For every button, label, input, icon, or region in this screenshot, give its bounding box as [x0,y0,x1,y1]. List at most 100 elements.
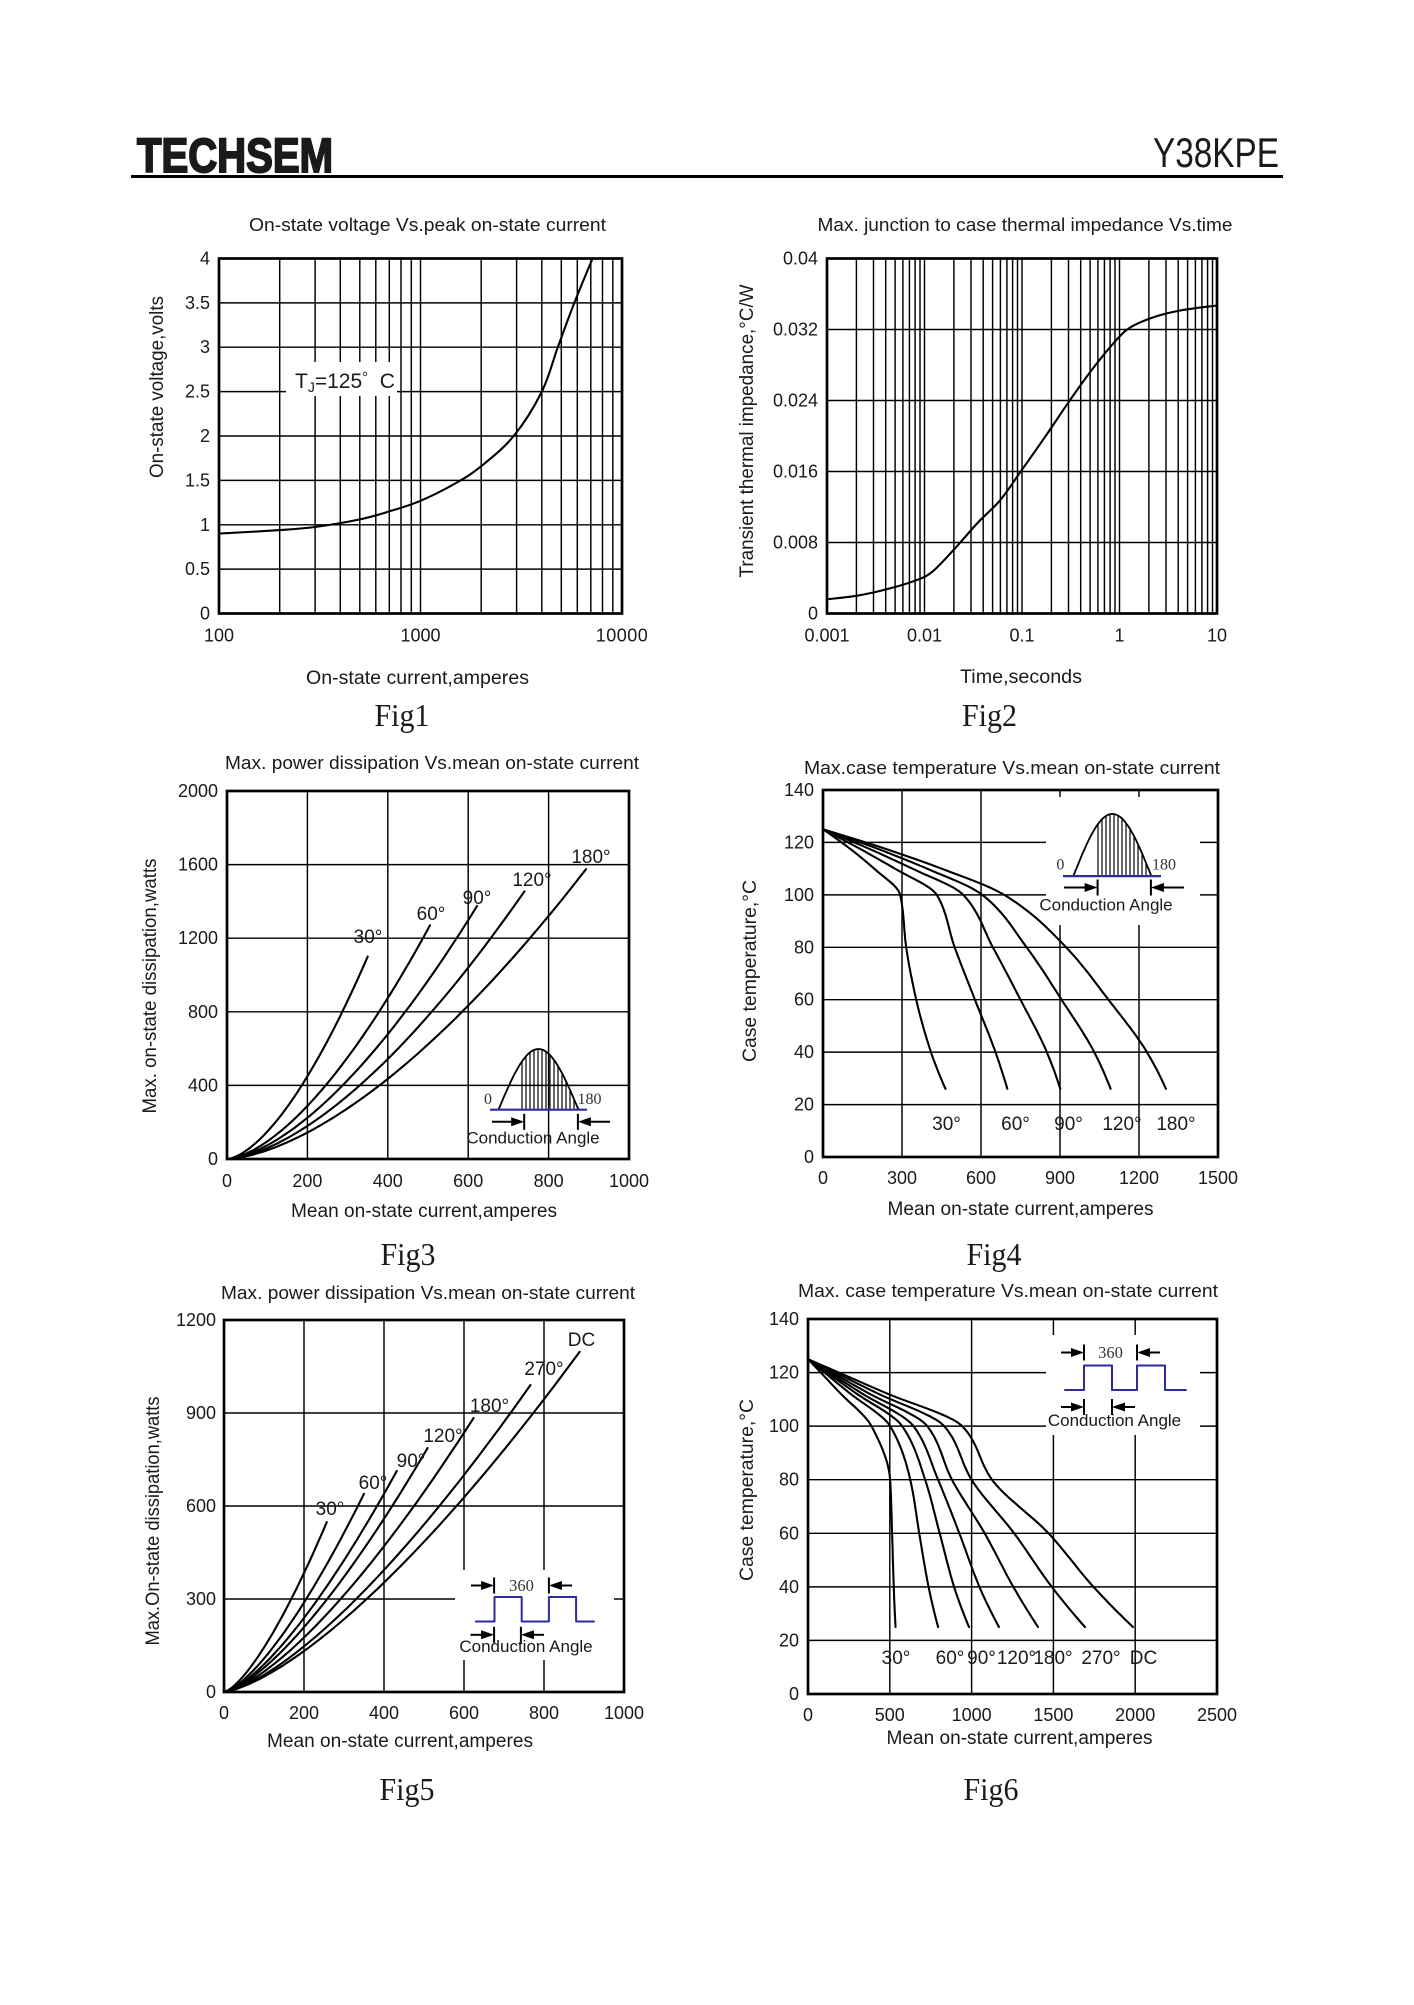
svg-text:60: 60 [779,1523,799,1543]
svg-text:Mean on-state current,amperes: Mean on-state current,amperes [888,1199,1154,1220]
svg-text:0.001: 0.001 [804,626,849,646]
svg-text:Conduction Angle: Conduction Angle [459,1637,592,1656]
svg-text:1500: 1500 [1033,1705,1073,1725]
svg-text:1000: 1000 [400,626,440,646]
svg-text:0: 0 [206,1682,216,1702]
svg-text:200: 200 [289,1703,319,1723]
svg-text:90°: 90° [1054,1114,1083,1135]
svg-text:Conduction Angle: Conduction Angle [1039,896,1172,915]
svg-text:0: 0 [804,1147,814,1167]
svg-text:800: 800 [534,1171,564,1191]
svg-text:0: 0 [1056,857,1064,874]
svg-text:0: 0 [818,1168,828,1188]
svg-text:60: 60 [794,990,814,1010]
svg-text:600: 600 [186,1496,216,1516]
svg-text:140: 140 [769,1309,799,1329]
svg-text:180°: 180° [1033,1648,1072,1669]
svg-text:180: 180 [578,1091,602,1108]
svg-text:0.01: 0.01 [907,626,942,646]
svg-text:30°: 30° [932,1114,961,1135]
svg-text:Fig5: Fig5 [380,1771,435,1807]
svg-text:0: 0 [222,1171,232,1191]
svg-text:1200: 1200 [178,928,218,948]
svg-text:40: 40 [779,1577,799,1597]
svg-text:2000: 2000 [1115,1705,1155,1725]
svg-text:90°: 90° [967,1648,996,1669]
svg-text:180°: 180° [1156,1114,1195,1135]
svg-text:400: 400 [373,1171,403,1191]
svg-text:30°: 30° [354,927,383,948]
svg-text:0: 0 [789,1684,799,1704]
svg-text:360: 360 [1098,1343,1123,1362]
svg-text:120: 120 [769,1363,799,1383]
svg-text:2500: 2500 [1197,1705,1237,1725]
svg-text:180°: 180° [470,1396,509,1417]
svg-text:90°: 90° [463,888,492,909]
svg-text:600: 600 [449,1703,479,1723]
svg-text:0.008: 0.008 [773,533,818,553]
svg-text:Case temperature,°C: Case temperature,°C [737,1399,758,1581]
svg-text:Max.case temperature Vs.mean o: Max.case temperature Vs.mean on-state cu… [804,758,1220,778]
svg-text:60°: 60° [936,1648,965,1669]
svg-text:Fig4: Fig4 [967,1236,1022,1272]
svg-text:2: 2 [200,426,210,446]
svg-text:300: 300 [887,1168,917,1188]
svg-text:30°: 30° [882,1648,911,1669]
svg-text:900: 900 [1045,1168,1075,1188]
svg-text:0.016: 0.016 [773,462,818,482]
svg-text:0.032: 0.032 [773,320,818,340]
svg-text:Y38KPE: Y38KPE [1153,129,1279,176]
svg-text:60°: 60° [1001,1114,1030,1135]
svg-text:2000: 2000 [178,781,218,801]
svg-text:400: 400 [369,1703,399,1723]
svg-text:600: 600 [966,1168,996,1188]
svg-text:0.024: 0.024 [773,391,818,411]
svg-text:0: 0 [808,604,818,624]
svg-text:120°: 120° [1102,1114,1141,1135]
svg-text:20: 20 [794,1095,814,1115]
svg-text:0.04: 0.04 [783,249,818,269]
svg-text:On-state voltage,volts: On-state voltage,volts [147,296,168,478]
svg-text:300: 300 [186,1589,216,1609]
svg-text:120°: 120° [512,870,551,891]
svg-text:1000: 1000 [609,1171,649,1191]
svg-text:Max. power dissipation Vs.mean: Max. power dissipation Vs.mean on-state … [225,753,639,773]
svg-text:120: 120 [784,832,814,852]
svg-text:1500: 1500 [1198,1168,1238,1188]
svg-text:0: 0 [803,1705,813,1725]
svg-text:80: 80 [779,1470,799,1490]
svg-text:0: 0 [208,1149,218,1169]
svg-text:60°: 60° [359,1473,388,1494]
svg-text:2.5: 2.5 [185,382,210,402]
svg-text:60°: 60° [417,904,446,925]
svg-text:1.5: 1.5 [185,470,210,490]
svg-text:140: 140 [784,780,814,800]
svg-text:100: 100 [784,885,814,905]
svg-text:1000: 1000 [952,1705,992,1725]
svg-text:500: 500 [875,1705,905,1725]
svg-text:Fig6: Fig6 [964,1771,1019,1807]
svg-text:1: 1 [1114,626,1124,646]
svg-text:Case temperature,°C: Case temperature,°C [740,880,761,1062]
svg-text:100: 100 [769,1416,799,1436]
svg-text:20: 20 [779,1630,799,1650]
svg-text:80: 80 [794,937,814,957]
svg-text:4: 4 [200,249,210,269]
svg-text:Max. case temperature Vs.mean: Max. case temperature Vs.mean on-state c… [798,1281,1218,1301]
svg-text:180: 180 [1152,857,1176,874]
svg-text:Max.On-state dissipation,watts: Max.On-state dissipation,watts [143,1397,164,1646]
svg-text:0.5: 0.5 [185,559,210,579]
svg-text:On-state current,amperes: On-state current,amperes [306,668,529,689]
svg-text:900: 900 [186,1403,216,1423]
svg-text:10: 10 [1207,626,1227,646]
svg-text:On-state voltage Vs.peak on-st: On-state voltage Vs.peak on-state curren… [249,215,606,235]
svg-text:120°: 120° [997,1648,1036,1669]
svg-text:120°: 120° [423,1426,462,1447]
svg-text:DC: DC [1130,1648,1157,1669]
svg-text:Conduction Angle: Conduction Angle [466,1129,599,1148]
svg-text:3.5: 3.5 [185,293,210,313]
svg-text:Mean on-state current,amperes: Mean on-state current,amperes [267,1731,533,1752]
svg-text:Fig1: Fig1 [375,697,430,733]
svg-text:0: 0 [484,1091,492,1108]
svg-text:400: 400 [188,1075,218,1095]
